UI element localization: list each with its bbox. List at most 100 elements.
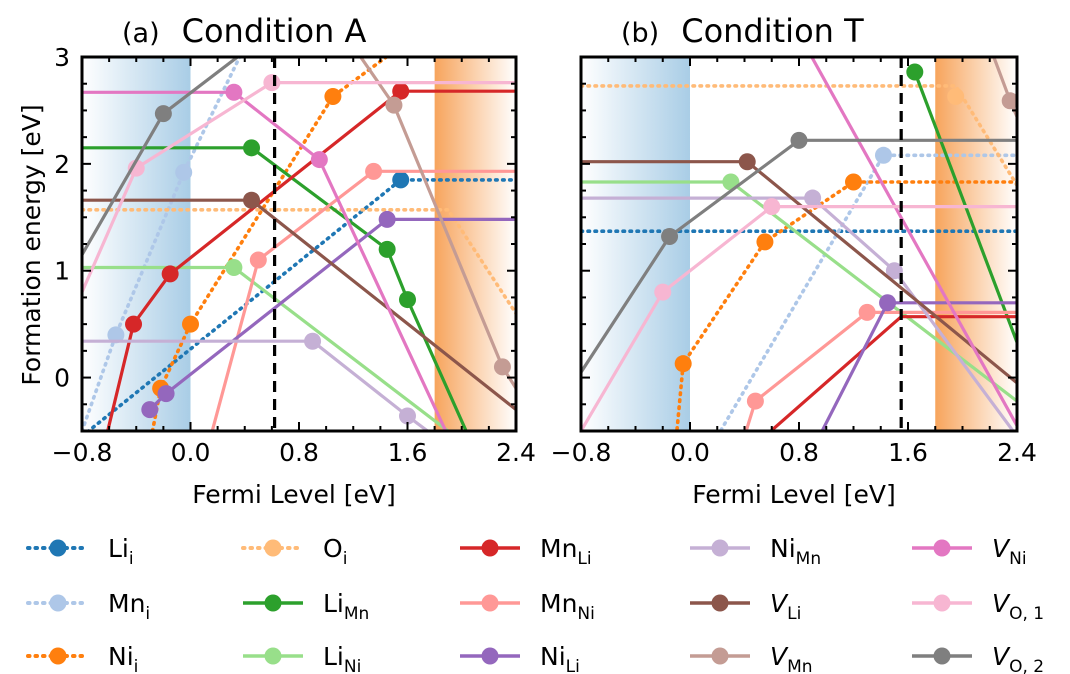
- legend-marker: [49, 647, 67, 665]
- marker-V_O1-1: [263, 74, 281, 92]
- marker-V_Mn-1: [493, 358, 511, 376]
- marker-Ni_Mn-1: [399, 407, 416, 425]
- marker-Mn_Li-2: [392, 82, 410, 100]
- marker-Mn_i-0: [107, 326, 125, 344]
- marker-V_Li-0: [738, 153, 756, 171]
- marker-Ni_Mn-1: [885, 262, 903, 280]
- y-axis-label: Formation energy [eV]: [17, 104, 46, 385]
- marker-Li_Mn-2: [399, 291, 416, 309]
- legend-entry-V_Ni: VNi: [912, 534, 1027, 569]
- legend-marker: [49, 539, 67, 557]
- y-tick-label: 3: [54, 43, 70, 72]
- x-tick-label: 2.4: [496, 438, 536, 467]
- marker-Ni_Mn-0: [304, 332, 322, 350]
- marker-Li_Ni-0: [225, 259, 243, 277]
- x-axis-label: Fermi Level [eV]: [692, 480, 895, 509]
- marker-Ni_Li-0: [879, 294, 897, 312]
- legend-marker: [49, 594, 67, 612]
- legend-marker: [933, 539, 951, 557]
- x-tick-label: 0.0: [171, 438, 211, 467]
- legend-marker: [481, 594, 499, 612]
- marker-Ni_i-1: [182, 315, 199, 333]
- marker-Ni_Mn-0: [804, 189, 822, 207]
- series-line-Ni_Mn: [581, 196, 1016, 431]
- legend-label: Lii: [108, 534, 134, 569]
- series-line-Ni_Li: [148, 217, 516, 411]
- marker-Mn_Ni-1: [365, 162, 383, 180]
- legend-marker: [711, 594, 729, 612]
- series-line-Mn_Ni: [210, 169, 516, 431]
- legend-entry-V_O2: VO, 2: [912, 642, 1044, 674]
- marker-V_Li-0: [243, 191, 261, 209]
- series-line-Mn_i: [718, 153, 1017, 431]
- legend-label: MnLi: [540, 534, 592, 569]
- legend-entry-Ni_Mn: NiMn: [690, 534, 821, 569]
- x-tick-label: 1.6: [388, 438, 428, 467]
- marker-V_O1-1: [763, 198, 781, 216]
- legend-entry-V_O1: VO, 1: [912, 589, 1044, 624]
- legend-marker: [264, 647, 282, 665]
- x-axis-label: Fermi Level [eV]: [192, 480, 395, 509]
- series-line-V_Ni: [82, 90, 448, 431]
- marker-V_O2-1: [790, 131, 808, 149]
- legend-marker: [264, 594, 282, 612]
- legend-entry-V_Mn: VMn: [690, 642, 813, 674]
- valence-band-region: [581, 57, 690, 431]
- marker-Mn_Li-0: [125, 315, 143, 333]
- legend-entry-Mn_Li: MnLi: [460, 534, 592, 569]
- marker-Mn_Ni-0: [746, 392, 764, 410]
- marker-Mn_i-0: [874, 146, 892, 164]
- series-line-V_O1: [581, 205, 1017, 431]
- series-line-V_Ni: [809, 57, 1017, 427]
- legend-label: NiMn: [770, 534, 821, 569]
- series-line-O_i: [82, 208, 516, 316]
- marker-V_Mn-0: [1001, 92, 1017, 110]
- marker-Ni_Li-0: [141, 401, 159, 419]
- series-line-O_i: [581, 84, 1017, 187]
- marker-Ni_i-0: [674, 355, 692, 373]
- y-tick-label: 0: [54, 364, 70, 393]
- marker-Mn_i-1: [175, 163, 193, 181]
- legend-label: LiNi: [323, 642, 361, 674]
- marker-Ni_Li-2: [378, 210, 396, 228]
- marker-Mn_Ni-0: [249, 251, 267, 269]
- marker-Ni_i-2: [324, 88, 342, 106]
- legend-marker: [264, 539, 282, 557]
- legend-marker: [481, 539, 499, 557]
- legend-marker: [711, 539, 729, 557]
- legend-entry-Li_Ni: LiNi: [243, 642, 361, 674]
- legend-label: VMn: [770, 642, 813, 674]
- legend-entry-Mn_i: Mni: [26, 589, 150, 624]
- x-tick-label: 0.8: [279, 438, 319, 467]
- legend-label: LiMn: [323, 589, 369, 624]
- x-tick-label: −0.8: [52, 438, 113, 467]
- series-line-Mn_i: [82, 57, 242, 431]
- marker-V_Ni-1: [310, 151, 328, 169]
- legend-entry-Ni_i: Nii: [26, 642, 138, 674]
- legend-marker: [933, 594, 951, 612]
- series-line-Mn_Ni: [744, 310, 1017, 431]
- legend-entry-Mn_Ni: MnNi: [460, 589, 595, 624]
- panel-b: −0.8 0.0 0.8 1.6 2.4 (b) Condition T Fermi Leve…: [551, 12, 1037, 509]
- legend-label: MnNi: [540, 589, 595, 624]
- legend: Lii Mni Nii Oi LiMn LiNi MnLi MnNi NiLi NiMn VLi VM…: [26, 534, 1044, 674]
- legend-marker: [711, 647, 729, 665]
- legend-marker: [933, 647, 951, 665]
- y-tick-label: 2: [54, 150, 70, 179]
- marker-Mn_Li-1: [161, 265, 179, 283]
- legend-label: Nii: [108, 642, 138, 674]
- legend-label: VNi: [992, 534, 1027, 569]
- series-line-V_O1: [82, 80, 516, 293]
- marker-Li_i-0: [392, 171, 410, 189]
- marker-V_O2-0: [154, 105, 172, 123]
- series-line-Ni_Mn: [82, 339, 431, 431]
- x-tick-label: 2.4: [997, 438, 1037, 467]
- x-tick-label: 1.6: [888, 438, 928, 467]
- marker-V_O1-0: [127, 159, 145, 177]
- marker-Ni_i-1: [756, 233, 774, 251]
- marker-Li_Mn-1: [378, 240, 396, 258]
- legend-entry-Ni_Li: NiLi: [460, 642, 580, 674]
- legend-entry-Li_Mn: LiMn: [243, 589, 369, 624]
- x-tick-label: −0.8: [551, 438, 612, 467]
